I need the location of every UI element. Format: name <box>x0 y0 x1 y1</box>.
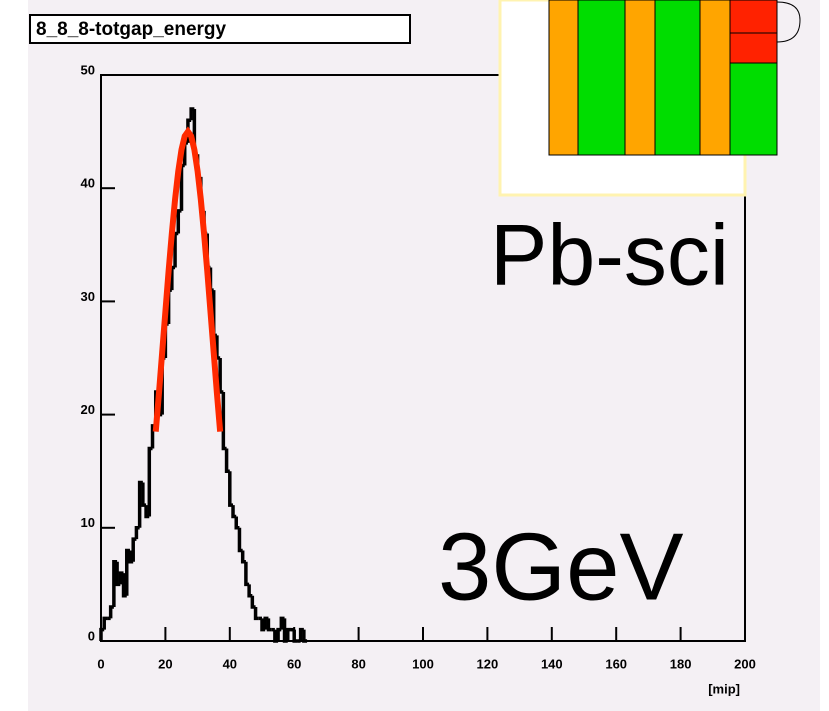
chart-title: 8_8_8-totgap_energy <box>36 19 227 40</box>
y-tick-label: 0 <box>88 628 95 643</box>
x-tick-label: 100 <box>412 656 434 671</box>
histogram-bin <box>266 618 272 632</box>
title-box <box>29 14 411 44</box>
annotation: 3GeV <box>438 513 683 620</box>
y-tick-label: 40 <box>81 176 95 191</box>
inset-block <box>577 0 626 156</box>
inset <box>498 0 801 197</box>
x-tick-label: 180 <box>670 656 692 671</box>
y-tick-label: 20 <box>81 402 95 417</box>
inset-block <box>699 0 731 156</box>
inset-block <box>624 0 656 156</box>
inset-block <box>654 0 701 156</box>
inset-block <box>729 0 778 34</box>
histogram-bin <box>286 627 291 641</box>
histogram-bin <box>292 629 298 643</box>
histogram-bin <box>102 616 108 630</box>
x-tick-label: 0 <box>97 656 104 671</box>
y-tick-label: 50 <box>81 62 95 77</box>
histogram-bin <box>253 607 259 621</box>
x-axis-label: [mip] <box>708 681 740 696</box>
annotation: Pb-sci <box>490 208 729 304</box>
histogram-bin <box>302 629 308 643</box>
y-tick-label: 10 <box>81 515 95 530</box>
x-tick-label: 200 <box>734 656 756 671</box>
inset-block <box>548 0 579 156</box>
x-tick-label: 160 <box>605 656 627 671</box>
inset-curve <box>776 1 801 43</box>
x-tick-label: 60 <box>287 656 301 671</box>
inset-block <box>729 32 778 64</box>
fit-curve <box>152 126 224 432</box>
y-tick-label: 30 <box>81 289 95 304</box>
x-tick-label: 80 <box>351 656 365 671</box>
x-tick-label: 20 <box>158 656 172 671</box>
x-tick-label: 40 <box>223 656 237 671</box>
x-tick-label: 140 <box>541 656 563 671</box>
x-tick-label: 120 <box>477 656 499 671</box>
